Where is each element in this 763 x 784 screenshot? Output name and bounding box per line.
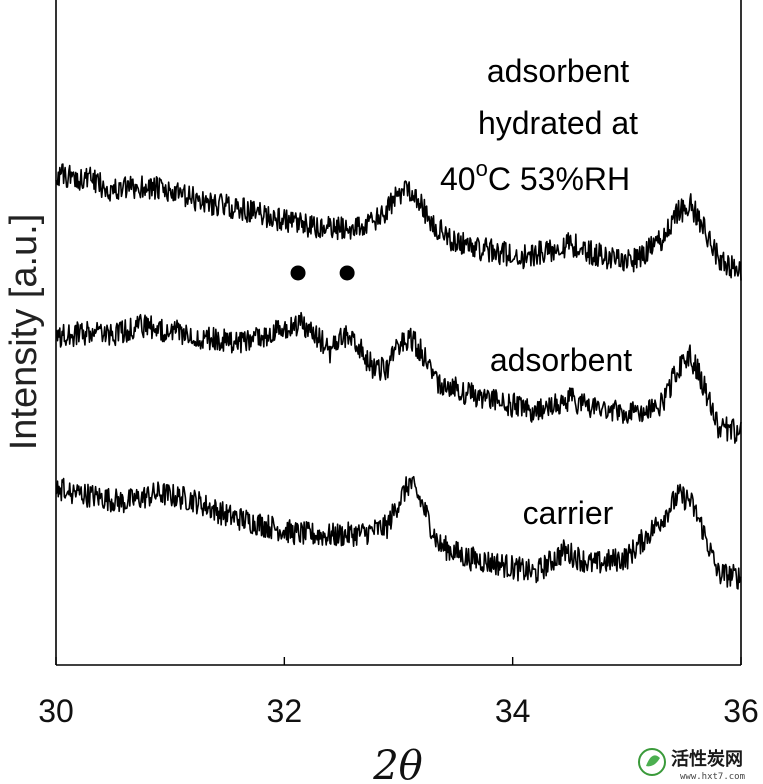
annotation-hydrated-line2: hydrated at [478,105,638,141]
series-line-1 [55,311,742,444]
x-axis-label: 2θ [372,743,423,784]
x-tick-label-30: 30 [38,693,74,729]
plot-frame [55,0,742,666]
temp-value: 40 [440,161,476,197]
series-line-2 [55,475,742,590]
x-tick-label-34: 34 [495,693,531,729]
annotation-hydrated: adsorbent hydrated at 40oC 53%RH [440,53,638,197]
annotation-hydrated-line1: adsorbent [487,53,629,89]
leaf-shape-icon [646,755,660,767]
peak-marker-dot-1 [339,265,355,281]
x-tick-label-32: 32 [267,693,303,729]
series-group [55,163,742,590]
series-line-0 [55,163,742,281]
markers-group [290,265,355,281]
degree-mark: o [476,156,488,181]
watermark-subtext: www.hxt7.com [680,772,745,782]
x-ticks: 30 32 34 36 [38,657,759,729]
x-tick-label-36: 36 [723,693,759,729]
leaf-logo-icon [638,748,666,776]
annotation-hydrated-line3: 40oC 53%RH [440,156,630,197]
watermark-text: 活性炭网 [671,748,743,770]
humidity-value: C 53%RH [488,161,630,197]
peak-marker-dot-0 [290,265,306,281]
annotation-adsorbent: adsorbent [490,342,632,378]
annotation-carrier: carrier [523,495,614,531]
watermark-logo: 活性炭网 www.hxt7.com [638,748,745,782]
y-axis-label: Intensity [a.u.] [3,214,45,451]
